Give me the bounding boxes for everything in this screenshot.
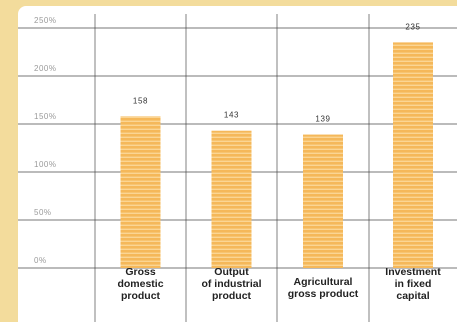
bar-chart: 0% 50% 100% 150% 200% 250% 158 143 139 235 [18,14,457,322]
bar-3 [303,134,343,268]
y-tick-label: 150% [34,112,56,121]
category-label: Agricultural gross product [287,276,359,300]
bar-value-label: 139 [315,115,330,124]
category-label: Output of industrial product [201,266,262,302]
y-tick-label: 50% [34,208,52,217]
bar-value-label: 158 [133,96,148,105]
y-tick-label: 0% [34,256,47,265]
bar-2 [211,130,252,268]
y-tick-label: 250% [34,16,56,25]
bar-value-label: 235 [405,22,420,31]
y-tick-label: 200% [34,64,56,73]
chart-panel: 0% 50% 100% 150% 200% 250% 158 143 139 235 Gross … [18,6,457,322]
bar-4 [393,42,433,269]
category-label: Investment in fixed capital [385,266,441,302]
bar-value-label: 143 [224,111,239,120]
category-label: Gross domestic product [117,266,164,302]
bar-1 [120,116,161,268]
y-tick-label: 100% [34,160,56,169]
